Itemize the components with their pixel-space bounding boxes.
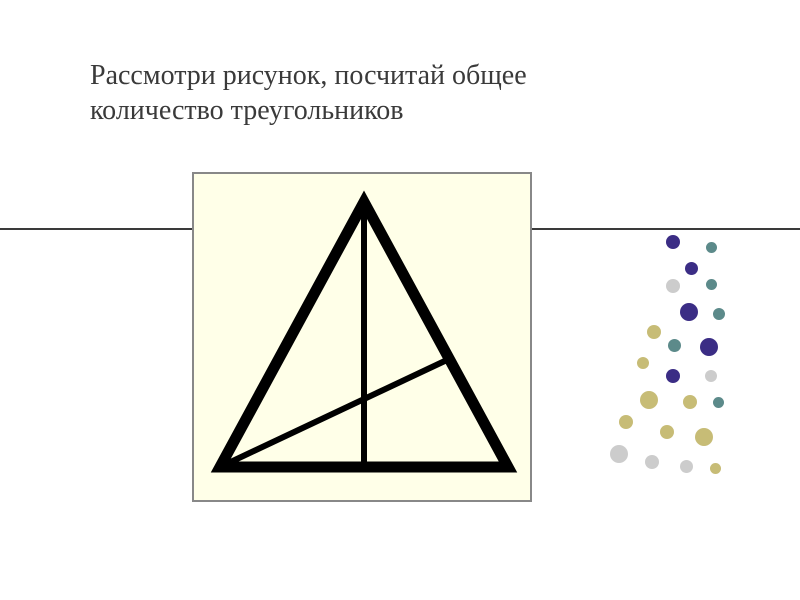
decorative-dot <box>683 395 697 409</box>
decorative-dot <box>668 339 681 352</box>
decorative-dot <box>705 370 717 382</box>
decorative-dot <box>619 415 633 429</box>
decorative-dot <box>706 242 717 253</box>
decorative-dot <box>637 357 649 369</box>
decorative-dot <box>680 303 698 321</box>
decorative-dot <box>640 391 658 409</box>
decorative-dot <box>666 279 680 293</box>
decorative-dot <box>695 428 713 446</box>
decorative-dot <box>713 308 725 320</box>
title-line-2: количество треугольников <box>90 93 710 128</box>
decorative-dot <box>700 338 718 356</box>
decorative-dot <box>710 463 721 474</box>
title-block: Рассмотри рисунок, посчитай общее количе… <box>90 58 710 128</box>
decorative-dot <box>666 369 680 383</box>
decorative-dot <box>685 262 698 275</box>
figure-box <box>192 172 532 502</box>
decorative-dot <box>660 425 674 439</box>
decorative-dot <box>647 325 661 339</box>
decorative-dot <box>610 445 628 463</box>
title-line-1: Рассмотри рисунок, посчитай общее <box>90 58 710 93</box>
decorative-dot <box>706 279 717 290</box>
decorative-dots <box>610 235 760 495</box>
triangle-diagram <box>204 184 524 484</box>
decorative-dot <box>680 460 693 473</box>
decorative-dot <box>666 235 680 249</box>
decorative-dot <box>713 397 724 408</box>
decorative-dot <box>645 455 659 469</box>
